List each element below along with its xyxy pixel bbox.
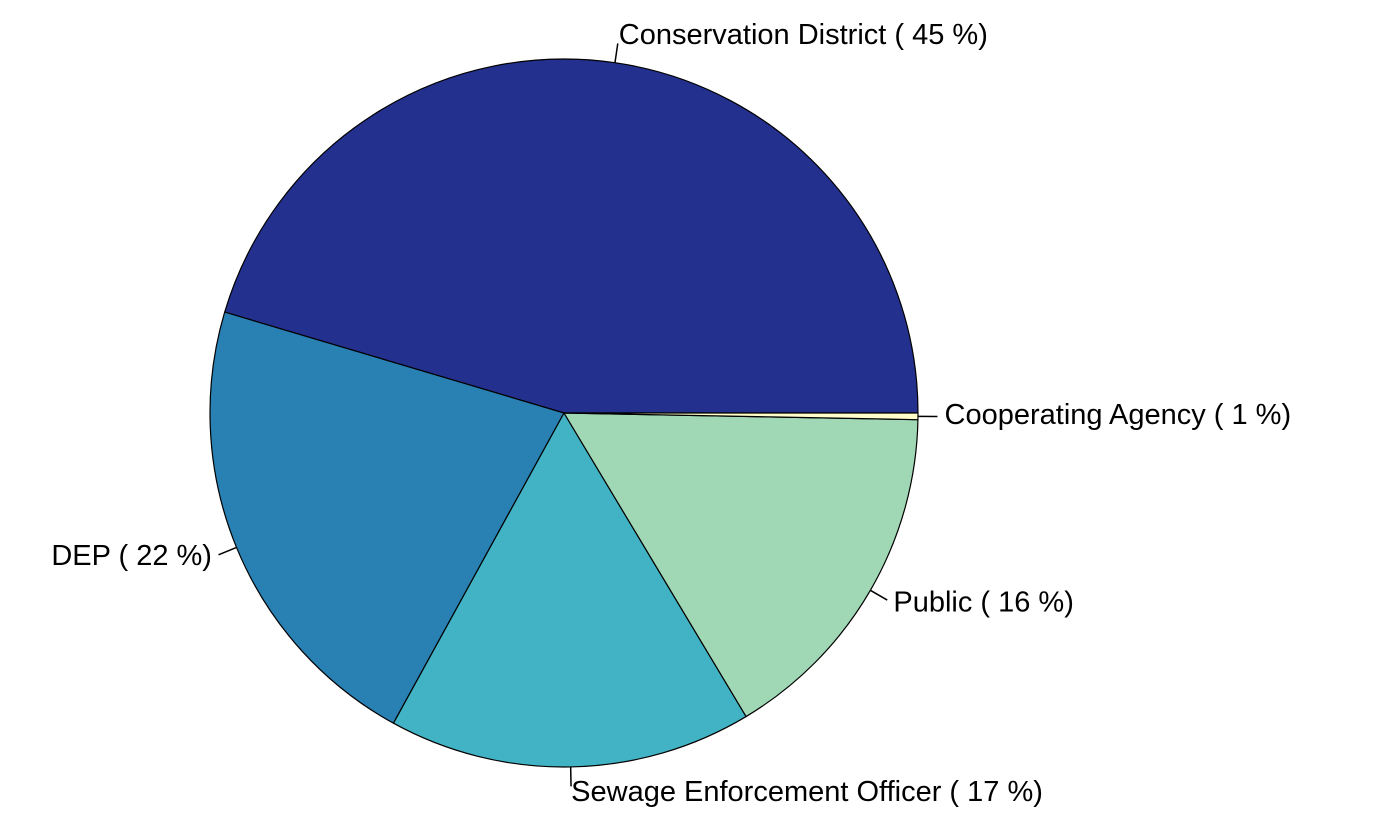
pie-slice-cooperating-agency xyxy=(563,412,919,421)
pie-slice-public xyxy=(563,412,919,718)
slice-label: Cooperating Agency ( 1 %) xyxy=(945,399,1292,431)
pie-slice-dep xyxy=(209,311,565,724)
leader-line xyxy=(218,546,237,556)
slice-label: Public ( 16 %) xyxy=(893,586,1074,618)
label-leader-lines xyxy=(218,43,938,787)
leader-line xyxy=(614,43,619,63)
pie-slices xyxy=(209,58,919,768)
slice-label: DEP ( 22 %) xyxy=(51,540,212,572)
slice-labels: Conservation District ( 45 %) DEP ( 22 %)… xyxy=(51,19,1291,808)
slice-label: Sewage Enforcement Officer ( 17 %) xyxy=(571,776,1043,808)
slice-label: Conservation District ( 45 %) xyxy=(619,19,988,51)
pie-slice-conservation-district xyxy=(224,58,919,414)
leader-line xyxy=(870,589,888,601)
